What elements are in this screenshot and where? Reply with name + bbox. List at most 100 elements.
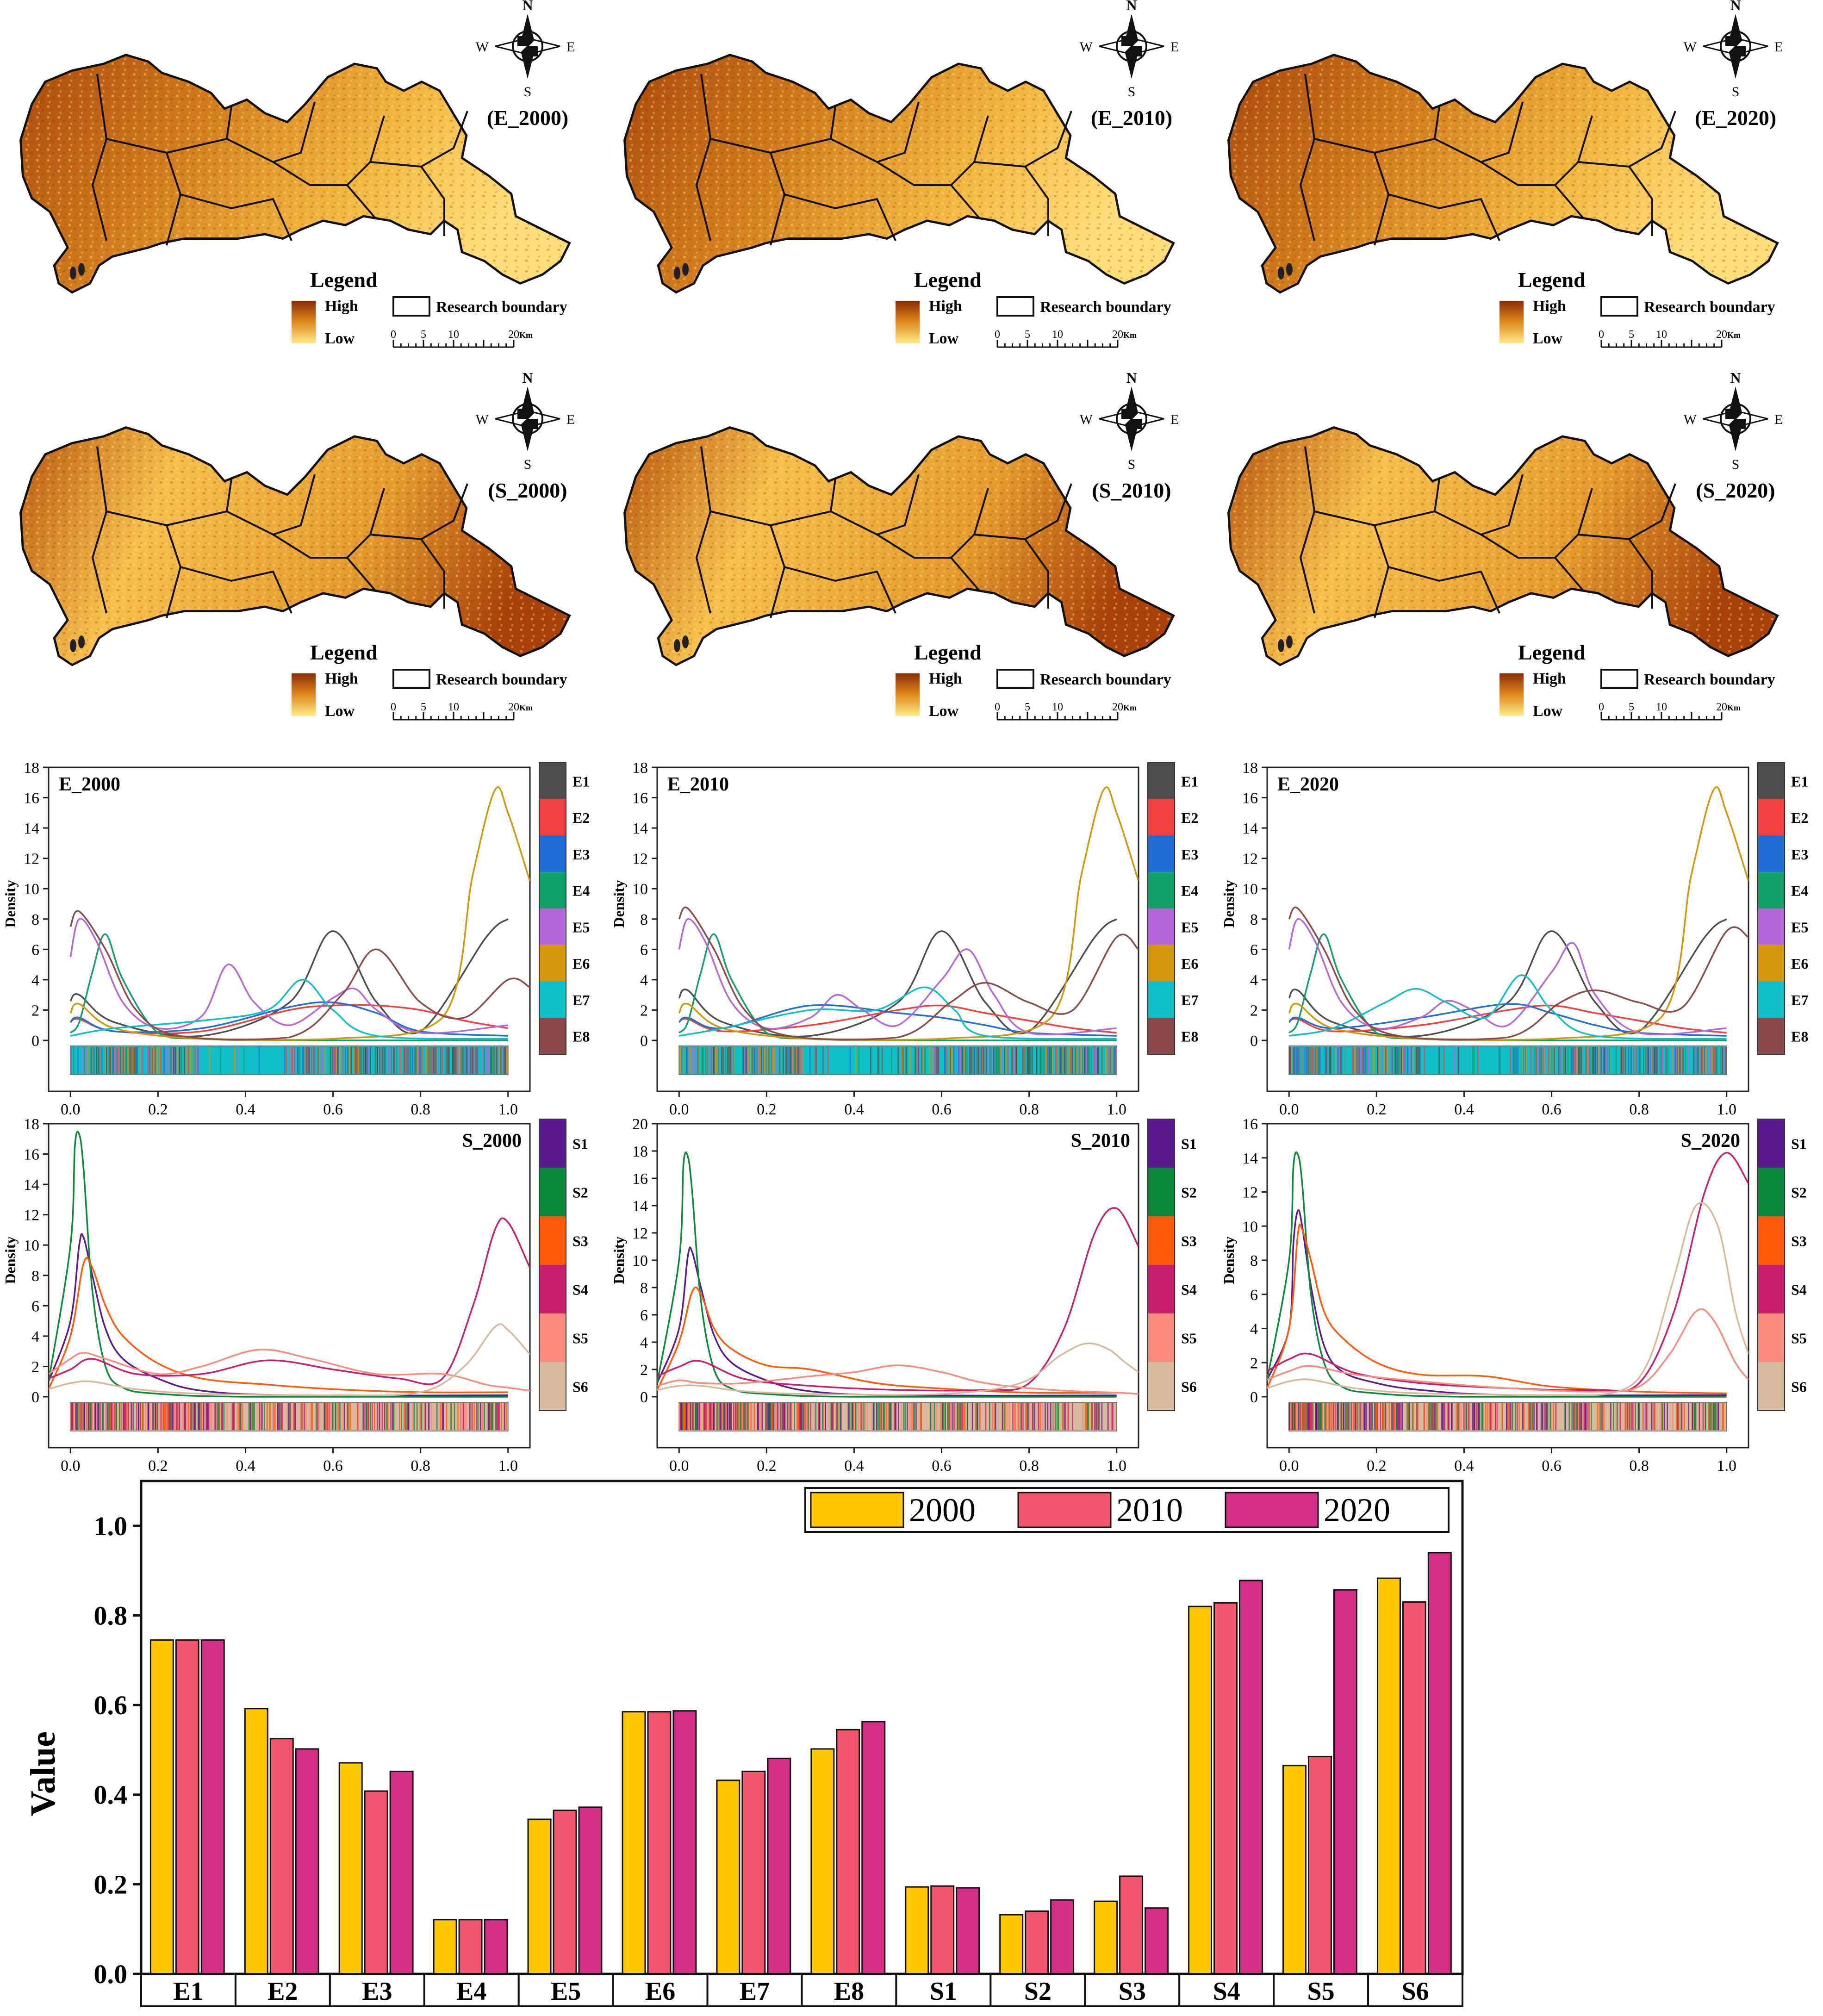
y-tick-label: 14	[24, 820, 39, 837]
compass-s: S	[524, 457, 532, 472]
map-panel-label: (S_2000)	[488, 479, 567, 502]
y-axis-label: Density	[2, 880, 19, 927]
compass-w: W	[1684, 39, 1697, 55]
y-tick-label: 8	[31, 1268, 39, 1285]
density-line-s4	[657, 1207, 1139, 1392]
legend-low: Low	[929, 703, 959, 720]
y-tick-label: 12	[24, 851, 39, 868]
bar-e1-2000	[149, 1639, 174, 1975]
density-line-e1	[1288, 918, 1727, 1038]
bar-s1-2000	[905, 1886, 929, 1975]
district-boundary	[346, 184, 376, 218]
legend-low: Low	[325, 703, 355, 720]
legend-label-s3: S3	[1181, 1233, 1197, 1250]
x-tick-label: 0.2	[757, 1457, 777, 1475]
bar-y-tick-label: 0.2	[94, 1869, 128, 1899]
bar-e2-2020	[295, 1748, 319, 1975]
y-tick-label: 18	[632, 1143, 648, 1160]
bar-s2-2010	[1025, 1910, 1049, 1975]
x-tick-label: 0.4	[1454, 1101, 1474, 1118]
legend-label-e5: E5	[1181, 919, 1198, 935]
density-line-e2	[1288, 1004, 1727, 1034]
y-tick-label: 12	[24, 1207, 39, 1224]
category-label-s1: S1	[930, 1977, 957, 2006]
legend-swatch-s2	[539, 1168, 566, 1216]
scale-tick: 20	[1716, 701, 1727, 713]
legend-high: High	[929, 670, 962, 687]
legend-label-e5: E5	[572, 919, 590, 935]
district-boundary	[1299, 446, 1316, 614]
map-panels: N S E W (E_2000) Legend High Low Research bounda…	[21, 0, 1783, 721]
density-line-s4	[49, 1217, 530, 1385]
district-boundary	[1434, 101, 1524, 163]
legend-label-s6: S6	[1181, 1379, 1197, 1395]
compass-n: N	[522, 369, 533, 386]
legend-swatch-s4	[1758, 1265, 1785, 1313]
y-tick-label: 0	[1250, 1389, 1258, 1406]
bar-e7-2010	[741, 1770, 766, 1975]
district-boundary	[784, 193, 896, 241]
y-tick-label: 10	[1242, 881, 1258, 898]
compass-e: E	[1170, 39, 1179, 55]
compass-s: S	[524, 84, 532, 100]
legend-label-s3: S3	[572, 1233, 588, 1250]
y-tick-label: 4	[640, 1334, 648, 1351]
chart-title: E_2000	[59, 774, 120, 795]
map-panel-2: N S E W (E_2010) Legend High Low Research bounda…	[625, 0, 1179, 348]
bar-y-tick-label: 0.6	[94, 1690, 128, 1720]
bar-s2-2020	[1050, 1899, 1075, 1975]
rug-strip	[1288, 1402, 1727, 1431]
district-boundary	[1024, 166, 1049, 236]
map-panel-label: (E_2000)	[487, 106, 568, 130]
chart-title: E_2020	[1277, 774, 1339, 795]
legend-swatch-e4	[1758, 872, 1785, 908]
scale-tick: 0	[995, 329, 1000, 341]
boundary-label: Research boundary	[436, 299, 567, 316]
map-legend: Legend High Low Research boundary 0 5 10 20 Km	[292, 268, 567, 348]
boundary-swatch	[996, 669, 1034, 689]
compass-e: E	[1774, 39, 1783, 55]
district-boundary	[420, 166, 445, 236]
scale-tick: 10	[448, 701, 459, 713]
legend-swatch-e3	[1148, 835, 1175, 872]
legend-title: Legend	[310, 641, 378, 664]
bar-chart: 0.0 0.2 0.4 0.6 0.8 1.0 Value E1 E2 E3 E4 E5 E6 E7 E8 S…	[24, 1480, 1464, 2007]
legend-label-s1: S1	[1181, 1136, 1197, 1152]
map-legend: Legend High Low Research boundary 0 5 10 20 Km	[896, 268, 1171, 348]
y-tick-label: 18	[24, 759, 39, 777]
y-tick-label: 2	[640, 1002, 648, 1019]
density-chart-1: 0 2 4 6 8 10 12 14 16 18 0.0 0.2 0.4 0.6 0.8 1.0 Density…	[2, 759, 590, 1118]
density-line-s2	[1267, 1151, 1727, 1398]
scale-tick: 10	[448, 329, 459, 341]
legend-swatch-e3	[539, 835, 566, 872]
scale-tick: 10	[1052, 701, 1063, 713]
map-panel-5: N S E W (S_2010) Legend High Low Research bounda…	[625, 369, 1179, 721]
boundary-swatch	[1600, 669, 1638, 689]
boundary-label: Research boundary	[436, 671, 567, 688]
legend-swatch-e7	[1758, 981, 1785, 1018]
x-tick-label: 0.4	[236, 1457, 255, 1475]
legend-box	[804, 1487, 1450, 1533]
category-label-e2: E2	[268, 1977, 298, 2006]
compass-icon: N S E W	[476, 0, 575, 100]
district-boundary	[710, 106, 836, 154]
category-label-e3: E3	[362, 1977, 392, 2006]
legend-label-s5: S5	[572, 1330, 588, 1347]
district-boundary	[370, 483, 468, 541]
compass-w: W	[1684, 412, 1697, 427]
y-tick-label: 0	[1250, 1033, 1258, 1050]
map-legend: Legend High Low Research boundary 0 5 10 20 Km	[896, 641, 1171, 721]
island	[1286, 635, 1293, 648]
scale-tick: 10	[1052, 329, 1063, 341]
density-line-e4	[69, 933, 508, 1041]
legend-title: Legend	[914, 268, 982, 292]
y-tick-label: 6	[1250, 1287, 1258, 1304]
x-tick-label: 0.6	[932, 1101, 952, 1118]
district-boundary	[1388, 566, 1500, 614]
district-boundary	[91, 446, 108, 614]
island	[674, 267, 680, 280]
y-tick-label: 12	[1242, 851, 1258, 868]
legend-label-e3: E3	[1791, 846, 1808, 863]
compass-e: E	[1170, 412, 1179, 427]
y-tick-label: 18	[24, 1116, 39, 1133]
